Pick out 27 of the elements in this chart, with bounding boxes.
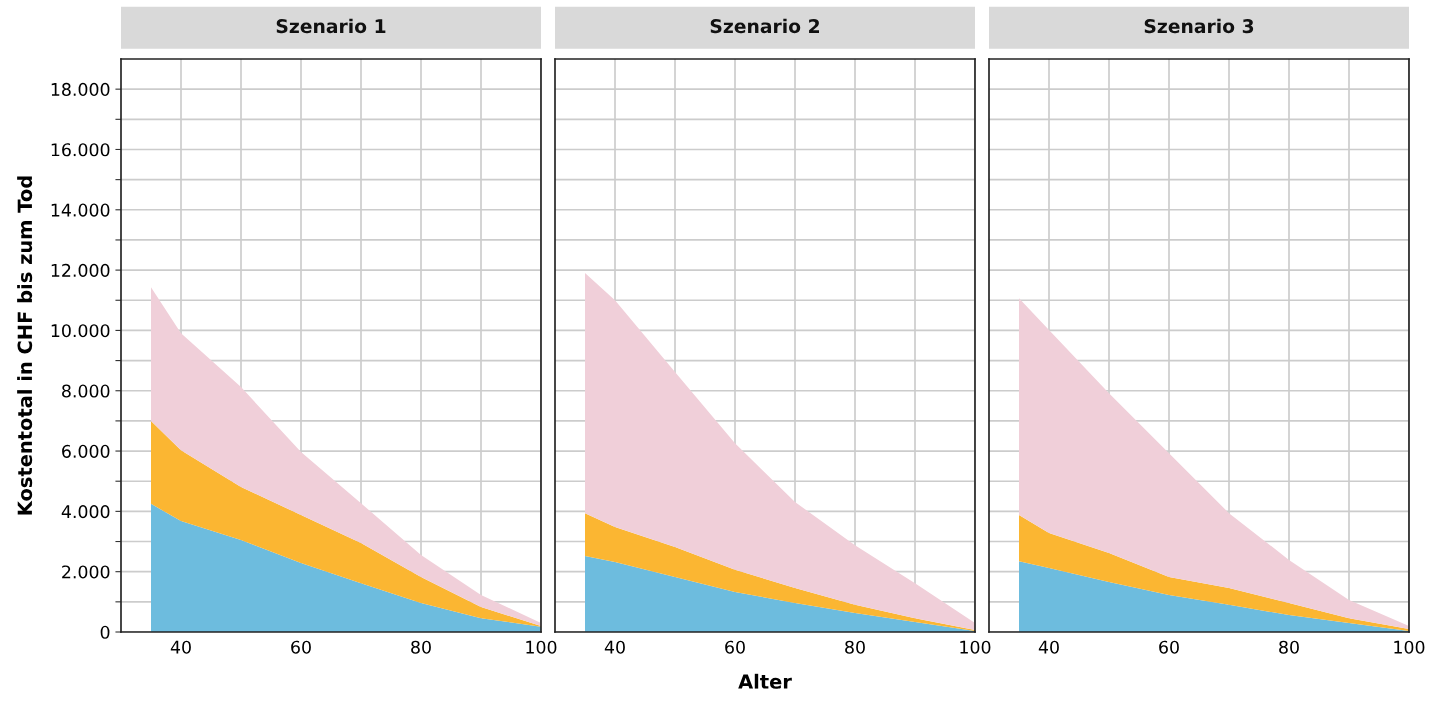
y-tick-label: 18.000 [51, 82, 110, 96]
chart-title: Szenario 3 [1144, 18, 1254, 34]
x-tick-label: 40 [1038, 640, 1059, 654]
y-tick-label: 4.000 [61, 505, 110, 519]
chart-title: Szenario 2 [710, 18, 819, 34]
y-tick-label: 16.000 [51, 143, 110, 157]
x-tick-label: 100 [1394, 640, 1425, 654]
x-tick-label: 80 [1279, 640, 1299, 654]
x-tick-label: 100 [526, 640, 557, 654]
x-tick-label: 60 [291, 640, 311, 654]
x-tick-label: 40 [604, 640, 625, 654]
x-tick-label: 100 [960, 640, 991, 654]
y-tick-label: 14.000 [51, 203, 110, 217]
y-tick-label: 8.000 [62, 384, 110, 398]
x-tick-label: 60 [725, 640, 745, 654]
y-tick-label: 2.000 [62, 565, 110, 579]
y-tick-label: 6.000 [62, 444, 110, 458]
x-tick-label: 60 [1159, 640, 1179, 654]
y-tick-label: 10.000 [51, 324, 110, 338]
x-tick-label: 80 [411, 640, 431, 654]
y-tick-label: 0 [100, 625, 110, 639]
x-axis-title: Alter [738, 673, 792, 689]
x-tick-label: 80 [845, 640, 865, 654]
chart-title: Szenario 1 [276, 18, 386, 34]
y-tick-label: 12.000 [51, 263, 110, 277]
y-axis-title: Kostentotal in CHF bis zum Tod [17, 176, 33, 515]
x-tick-label: 40 [170, 640, 191, 654]
